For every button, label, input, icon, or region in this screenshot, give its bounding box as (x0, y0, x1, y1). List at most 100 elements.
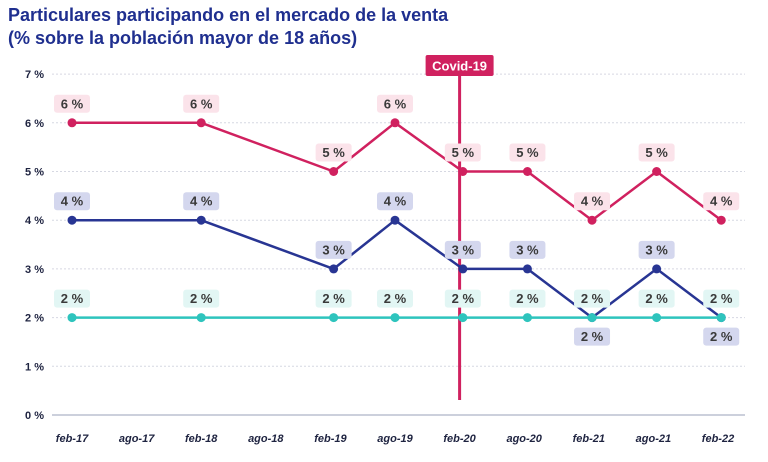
serie-rosa-point (716, 215, 726, 225)
serie-azul-data-label: 4 % (384, 194, 407, 209)
y-axis-ticks: 0 % 1 % 2 % 3 % 4 % 5 % 6 % 7 % (25, 69, 44, 422)
x-axis-ticks: feb-17 ago-17 feb-18 ago-18 feb-19 ago-19 feb-… (56, 433, 734, 445)
y-tick-label: 3 % (25, 264, 44, 276)
serie-rosa-data-label: 6 % (190, 96, 213, 111)
serie-turquesa-label-bg (509, 289, 546, 308)
serie-turquesa-data-label: 2 % (452, 291, 475, 306)
x-tick-label: ago-18 (248, 433, 284, 445)
y-tick-label: 5 % (25, 167, 44, 179)
serie-rosa-point (458, 167, 468, 176)
serie-rosa-point (652, 167, 662, 176)
serie-azul-label-bg (377, 192, 413, 211)
serie-turquesa-data-label: 2 % (384, 291, 407, 306)
serie-azul-label-bg (509, 240, 546, 259)
serie-rosa-label-bg (638, 143, 675, 162)
serie-azul-label-bg (638, 240, 675, 259)
x-tick-label: feb-19 (314, 433, 347, 445)
serie-turquesa-label-bg (54, 289, 90, 308)
y-tick-label: 6 % (25, 118, 44, 130)
x-tick-label: feb-20 (443, 433, 476, 445)
serie-turquesa-point (716, 313, 726, 323)
chart-title-line2: (% sobre la población mayor de 18 años) (8, 28, 358, 48)
serie-turquesa-point (522, 313, 532, 323)
serie-azul-label-bg (444, 240, 481, 259)
serie-azul-label-bg (183, 192, 220, 211)
serie-turquesa-data-label: 2 % (710, 291, 733, 306)
serie-azul-data-label: 2 % (710, 329, 733, 344)
serie-azul-data-label: 3 % (645, 242, 668, 257)
serie-rosa-data-label: 5 % (322, 145, 345, 160)
serie-turquesa-data-label: 2 % (645, 291, 668, 306)
x-tick-label: feb-21 (573, 433, 605, 445)
x-tick-label: feb-17 (56, 433, 89, 445)
serie-turquesa-label-bg (703, 289, 740, 308)
serie-rosa-point (67, 118, 77, 128)
serie-azul-point (458, 264, 468, 274)
x-tick-label: feb-22 (702, 433, 734, 445)
serie-azul-data-label: 3 % (516, 242, 539, 257)
serie-turquesa-point (587, 313, 597, 323)
covid-label: Covid-19 (432, 59, 487, 74)
serie-rosa-label-bg (54, 94, 90, 113)
serie-rosa-data-label: 5 % (516, 145, 539, 160)
serie-rosa-label-bg (444, 143, 481, 162)
y-tick-label: 2 % (25, 313, 44, 325)
serie-rosa-label-bg (377, 94, 413, 113)
serie-rosa-data-label: 5 % (645, 145, 668, 160)
covid-label-bg (425, 55, 494, 76)
serie-turquesa-data-label: 2 % (190, 291, 213, 306)
serie-turquesa-label-bg (377, 289, 413, 308)
serie-turquesa-point (458, 313, 468, 323)
series-lines (67, 118, 726, 323)
serie-rosa-data-label: 4 % (581, 194, 604, 209)
serie-azul-data-label: 3 % (452, 242, 475, 257)
serie-rosa-point (587, 215, 597, 225)
serie-azul-data-label: 3 % (322, 242, 345, 257)
serie-rosa-data-label: 4 % (710, 194, 733, 209)
y-tick-label: 7 % (25, 69, 44, 81)
serie-turquesa-point (196, 313, 206, 323)
serie-rosa-data-label: 5 % (452, 145, 475, 160)
serie-azul-data-label: 4 % (61, 194, 84, 209)
serie-turquesa-label-bg (315, 289, 352, 308)
covid-annotation: Covid-19 (425, 55, 494, 400)
serie-rosa-point (522, 167, 532, 176)
serie-azul-data-label: 4 % (190, 194, 213, 209)
x-tick-label: ago-20 (506, 433, 542, 445)
data-labels: 6 % 6 % 5 % 6 % 5 % 5 % 4 % 5 % 4 % 4 % 4 % 3 % 4 % 3… (54, 94, 740, 346)
x-tick-label: feb-18 (185, 433, 218, 445)
serie-rosa-label-bg (315, 143, 352, 162)
serie-rosa-label-bg (509, 143, 546, 162)
serie-turquesa-label-bg (574, 289, 611, 308)
serie-turquesa-label-bg (183, 289, 220, 308)
serie-rosa-label-bg (183, 94, 220, 113)
serie-turquesa-data-label: 2 % (516, 291, 539, 306)
chart-title-line1: Particulares participando en el mercado … (8, 5, 449, 25)
serie-azul-data-label: 2 % (581, 329, 604, 344)
serie-azul-point (652, 264, 662, 274)
chart-title: Particulares participando en el mercado … (8, 4, 448, 50)
serie-azul-label-bg (703, 327, 740, 346)
serie-turquesa-data-label: 2 % (322, 291, 345, 306)
y-tick-label: 4 % (25, 215, 44, 227)
serie-turquesa-data-label: 2 % (581, 291, 604, 306)
serie-azul-label-bg (315, 240, 352, 259)
serie-rosa-data-label: 6 % (384, 96, 407, 111)
y-tick-label: 0 % (25, 410, 44, 422)
serie-rosa-label-bg (574, 192, 611, 211)
x-tick-label: ago-17 (119, 433, 155, 445)
serie-azul-point (522, 264, 532, 274)
serie-rosa-data-label: 6 % (61, 96, 84, 111)
serie-turquesa-data-label: 2 % (61, 291, 84, 306)
serie-turquesa-label-bg (638, 289, 675, 308)
serie-rosa-point (196, 118, 206, 128)
serie-azul-point (390, 215, 400, 225)
serie-turquesa-point (390, 313, 400, 323)
serie-rosa-point (390, 118, 400, 128)
serie-turquesa-point (652, 313, 662, 323)
y-tick-label: 1 % (25, 361, 44, 373)
serie-azul-label-bg (54, 192, 90, 211)
serie-turquesa-point (329, 313, 339, 323)
serie-turquesa-label-bg (444, 289, 481, 308)
